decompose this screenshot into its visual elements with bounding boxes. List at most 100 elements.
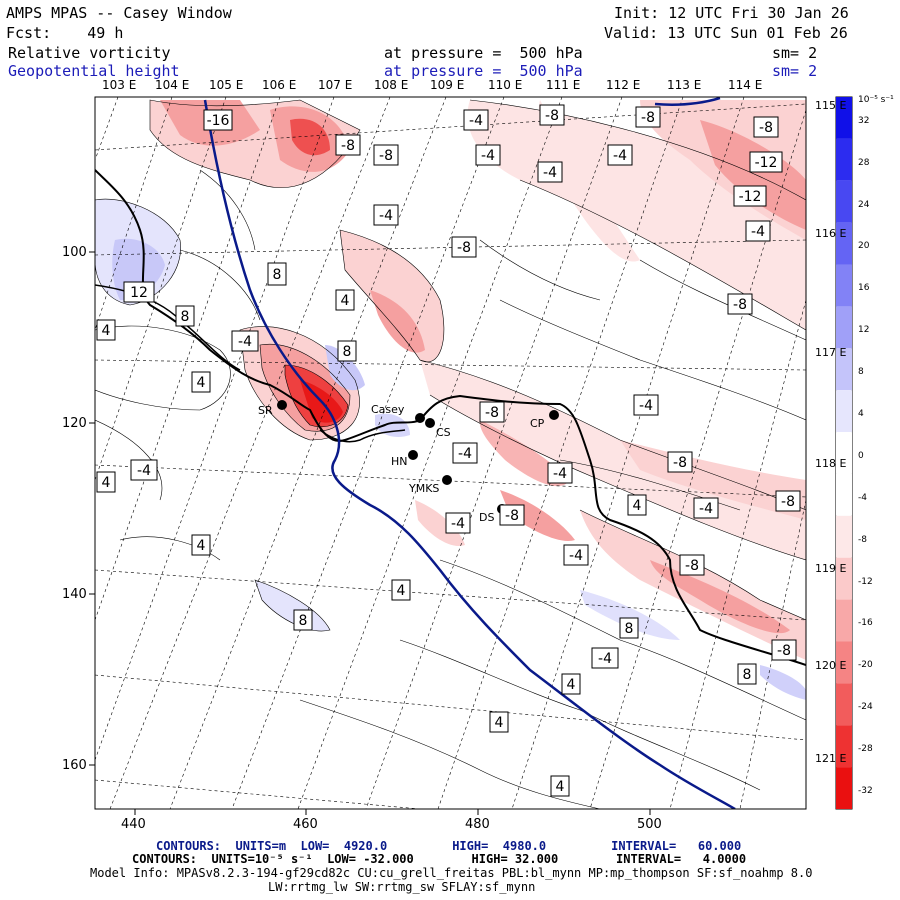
colorbar-swatch	[836, 390, 852, 433]
contour-label: -8	[499, 504, 525, 526]
svg-text:-4: -4	[553, 466, 567, 482]
svg-text:-4: -4	[469, 113, 483, 129]
colorbar-label: -12	[858, 576, 873, 587]
svg-text:-8: -8	[379, 148, 393, 164]
lat-label: 120 E	[815, 659, 847, 672]
svg-text:-8: -8	[733, 297, 747, 313]
contour-label: 8	[267, 262, 287, 286]
forecast-hour: Fcst: 49 h	[6, 24, 124, 42]
vorticity-contours	[95, 99, 806, 809]
field2-name: Geopotential height	[8, 62, 180, 80]
station-label-casey: Casey	[371, 403, 405, 416]
lat-lon-grid	[95, 97, 806, 809]
colorbar-label: -8	[858, 534, 867, 545]
svg-text:-4: -4	[751, 224, 765, 240]
contour-label: -8	[479, 401, 505, 423]
contour-label: -4	[633, 394, 659, 416]
contour-label: -8	[373, 144, 399, 166]
contour-label: 4	[550, 775, 570, 797]
vorticity-contour-info: CONTOURS: UNITS=10⁻⁵ s⁻¹ LOW= -32.000 HI…	[132, 852, 747, 866]
colorbar-label: 4	[858, 409, 864, 420]
map-title: AMPS MPAS -- Casey Window	[6, 4, 232, 22]
contour-label: -8	[667, 451, 693, 473]
svg-text:8: 8	[743, 667, 752, 683]
y-tick-label: 140	[62, 587, 87, 602]
contour-label: -8	[635, 106, 661, 128]
lon-label: 112 E	[606, 78, 641, 92]
contour-label: -4	[547, 462, 573, 484]
x-tick-label: 480	[465, 817, 490, 832]
contour-label: -8	[775, 490, 801, 512]
lat-label: 117 E	[815, 346, 847, 359]
svg-text:8: 8	[181, 309, 190, 325]
svg-text:4: 4	[102, 475, 111, 491]
contour-label: -8	[679, 554, 705, 576]
station-label-cs: CS	[436, 426, 451, 439]
contour-label: -12	[749, 151, 783, 173]
contour-label: -4	[463, 109, 489, 131]
contour-label: 4	[391, 579, 411, 601]
contour-label: 8	[175, 305, 195, 327]
y-tick-label: 100	[62, 245, 87, 260]
svg-text:4: 4	[197, 538, 206, 554]
colorbar-swatch	[836, 222, 852, 265]
lon-label: 110 E	[488, 78, 523, 92]
x-tick-label: 460	[293, 817, 318, 832]
colorbar-swatch	[836, 641, 852, 684]
height-contour-4920	[203, 99, 736, 809]
svg-text:-8: -8	[505, 508, 519, 524]
x-tick-label: 500	[637, 817, 662, 832]
svg-text:-16: -16	[207, 113, 230, 129]
colorbar-swatch	[836, 515, 852, 558]
svg-text:4: 4	[102, 323, 111, 339]
contour-label: 8	[293, 609, 313, 631]
positive-vorticity-shading	[95, 199, 806, 700]
colorbar-swatch	[836, 180, 852, 223]
lon-label: 105 E	[209, 78, 244, 92]
svg-text:-8: -8	[485, 405, 499, 421]
contour-label: 4	[335, 289, 355, 311]
svg-text:4: 4	[567, 677, 576, 693]
colorbar-swatch	[836, 264, 852, 307]
contour-label: -4	[130, 459, 158, 481]
contour-label: -4	[537, 161, 563, 183]
valid-time: Valid: 13 UTC Sun 01 Feb 26	[604, 24, 848, 42]
station-label-ds: DS	[479, 511, 495, 524]
svg-text:4: 4	[397, 583, 406, 599]
contour-label: -8	[753, 116, 779, 138]
svg-text:-4: -4	[543, 165, 557, 181]
colorbar-label: 16	[858, 283, 870, 294]
colorbar-swatch	[836, 138, 852, 181]
svg-text:-8: -8	[545, 108, 559, 124]
lat-label: 121 E	[815, 752, 847, 765]
colorbar-swatch	[836, 97, 852, 139]
svg-text:-4: -4	[569, 548, 583, 564]
contour-label: -16	[203, 109, 233, 131]
lon-label: 104 E	[155, 78, 190, 92]
contour-label: 4	[96, 471, 116, 493]
colorbar-swatch	[836, 348, 852, 391]
contour-label: -8	[539, 104, 565, 126]
contour-label: -4	[475, 144, 501, 166]
contour-label: -4	[693, 497, 719, 519]
field2-smoothing: sm= 2	[772, 62, 818, 80]
colorbar-label: -4	[858, 492, 867, 503]
model-info-physics: LW:rrtmg_lw SW:rrtmg_sw SFLAY:sf_mynn	[268, 880, 536, 894]
svg-text:4: 4	[633, 498, 642, 514]
colorbar-label: 12	[858, 325, 870, 336]
svg-text:-4: -4	[451, 516, 465, 532]
svg-text:8: 8	[273, 267, 282, 283]
contour-label: 4	[191, 534, 211, 556]
lon-label: 114 E	[728, 78, 763, 92]
contour-label: 8	[619, 617, 639, 639]
contour-label: 4	[191, 371, 211, 393]
height-contour-info: CONTOURS: UNITS=m LOW= 4920.0 HIGH= 4980…	[156, 839, 742, 853]
lon-label: 107 E	[318, 78, 353, 92]
svg-text:-4: -4	[639, 398, 653, 414]
svg-text:-4: -4	[598, 651, 612, 667]
svg-text:4: 4	[197, 375, 206, 391]
colorbar-swatch	[836, 473, 852, 516]
colorbar-swatch	[836, 599, 852, 642]
contour-label: -4	[373, 204, 399, 226]
